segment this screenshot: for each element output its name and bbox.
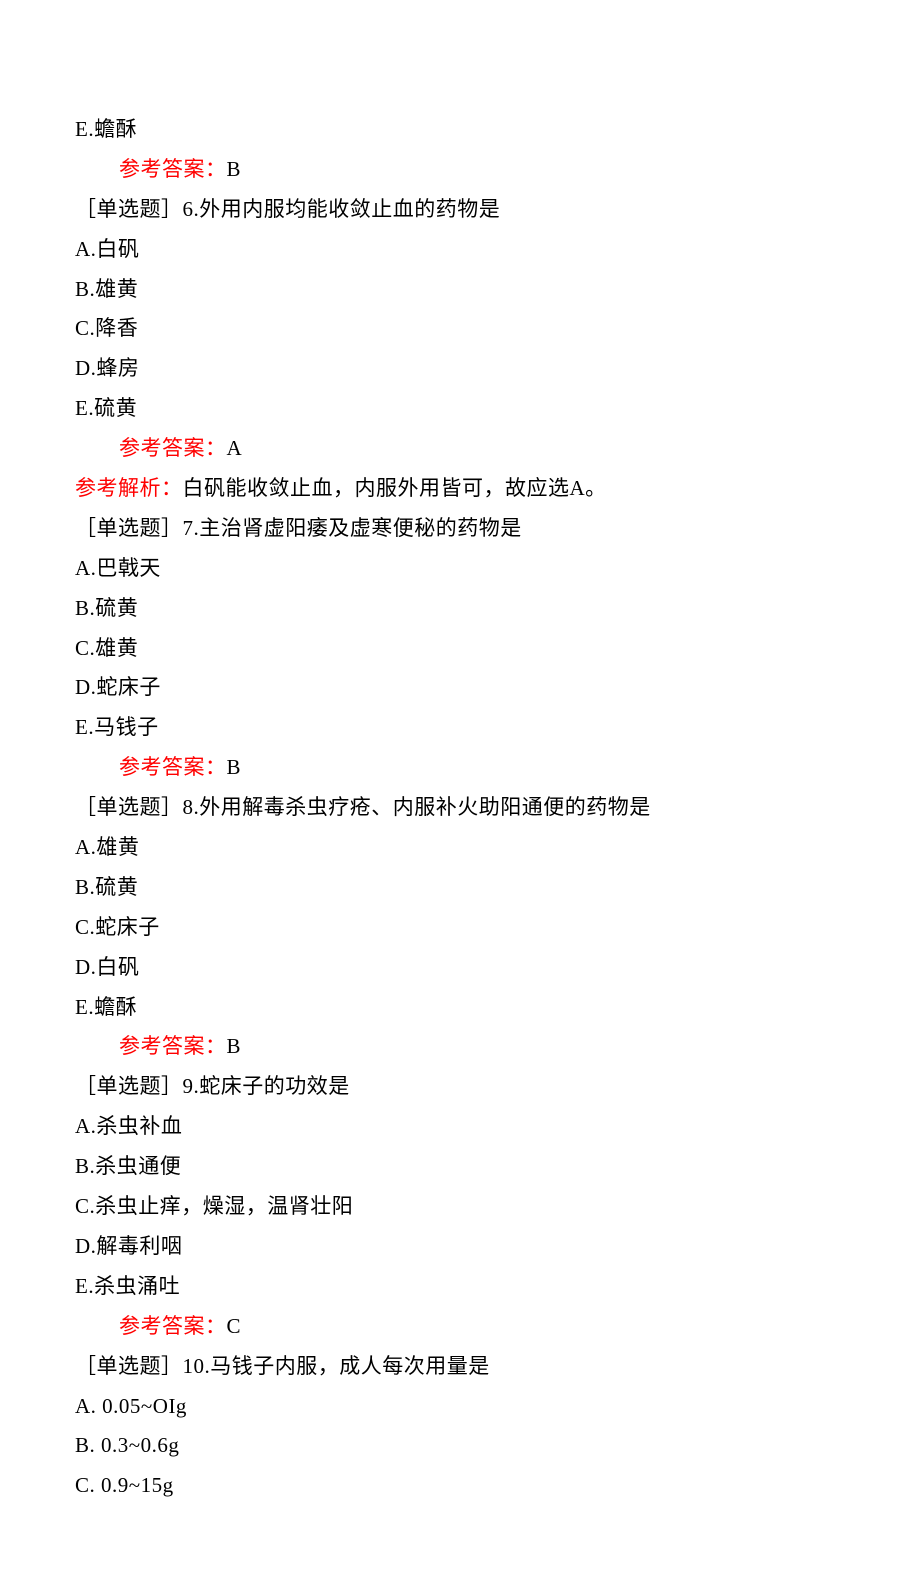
text-line: 参考答案：B [75,150,845,190]
text-line: B.硫黄 [75,868,845,908]
text-line: B.硫黄 [75,589,845,629]
text-line: A.白矾 [75,230,845,270]
text-line: C.雄黄 [75,629,845,669]
text-line: ［单选题］8.外用解毒杀虫疗疮、内服补火助阳通便的药物是 [75,788,845,828]
answer-value: A [227,436,243,460]
text-line: B.雄黄 [75,270,845,310]
text-line: E.硫黄 [75,389,845,429]
analysis-label: 参考解析： [75,476,183,500]
text-line: D.蜂房 [75,349,845,389]
text-line: 参考答案：C [75,1307,845,1347]
text-line: ［单选题］10.马钱子内服，成人每次用量是 [75,1347,845,1387]
text-line: D.蛇床子 [75,668,845,708]
text-line: A. 0.05~OIg [75,1387,845,1427]
text-line: 参考答案：A [75,429,845,469]
document-page: E.蟾酥参考答案：B［单选题］6.外用内服均能收敛止血的药物是A.白矾B.雄黄C… [0,0,920,1586]
text-line: 参考解析：白矾能收敛止血，内服外用皆可，故应选A。 [75,469,845,509]
answer-value: B [227,157,242,181]
text-line: C.杀虫止痒，燥湿，温肾壮阳 [75,1187,845,1227]
text-line: 参考答案：B [75,748,845,788]
text-line: 参考答案：B [75,1027,845,1067]
answer-value: B [227,755,242,779]
analysis-value: 白矾能收敛止血，内服外用皆可，故应选A。 [183,476,607,500]
text-line: E.马钱子 [75,708,845,748]
answer-label: 参考答案： [119,1034,227,1058]
answer-label: 参考答案： [119,436,227,460]
text-line: E.蟾酥 [75,988,845,1028]
answer-value: B [227,1034,242,1058]
text-line: C.蛇床子 [75,908,845,948]
text-line: ［单选题］9.蛇床子的功效是 [75,1067,845,1107]
text-line: ［单选题］6.外用内服均能收敛止血的药物是 [75,190,845,230]
answer-label: 参考答案： [119,157,227,181]
text-line: ［单选题］7.主治肾虚阳痿及虚寒便秘的药物是 [75,509,845,549]
text-line: D.解毒利咽 [75,1227,845,1267]
text-line: E.蟾酥 [75,110,845,150]
text-line: C. 0.9~15g [75,1466,845,1506]
answer-label: 参考答案： [119,1314,227,1338]
text-line: A.杀虫补血 [75,1107,845,1147]
answer-value: C [227,1314,242,1338]
text-line: A.巴戟天 [75,549,845,589]
text-line: A.雄黄 [75,828,845,868]
text-line: B.杀虫通便 [75,1147,845,1187]
text-line: B. 0.3~0.6g [75,1426,845,1466]
text-line: D.白矾 [75,948,845,988]
text-line: C.降香 [75,309,845,349]
answer-label: 参考答案： [119,755,227,779]
